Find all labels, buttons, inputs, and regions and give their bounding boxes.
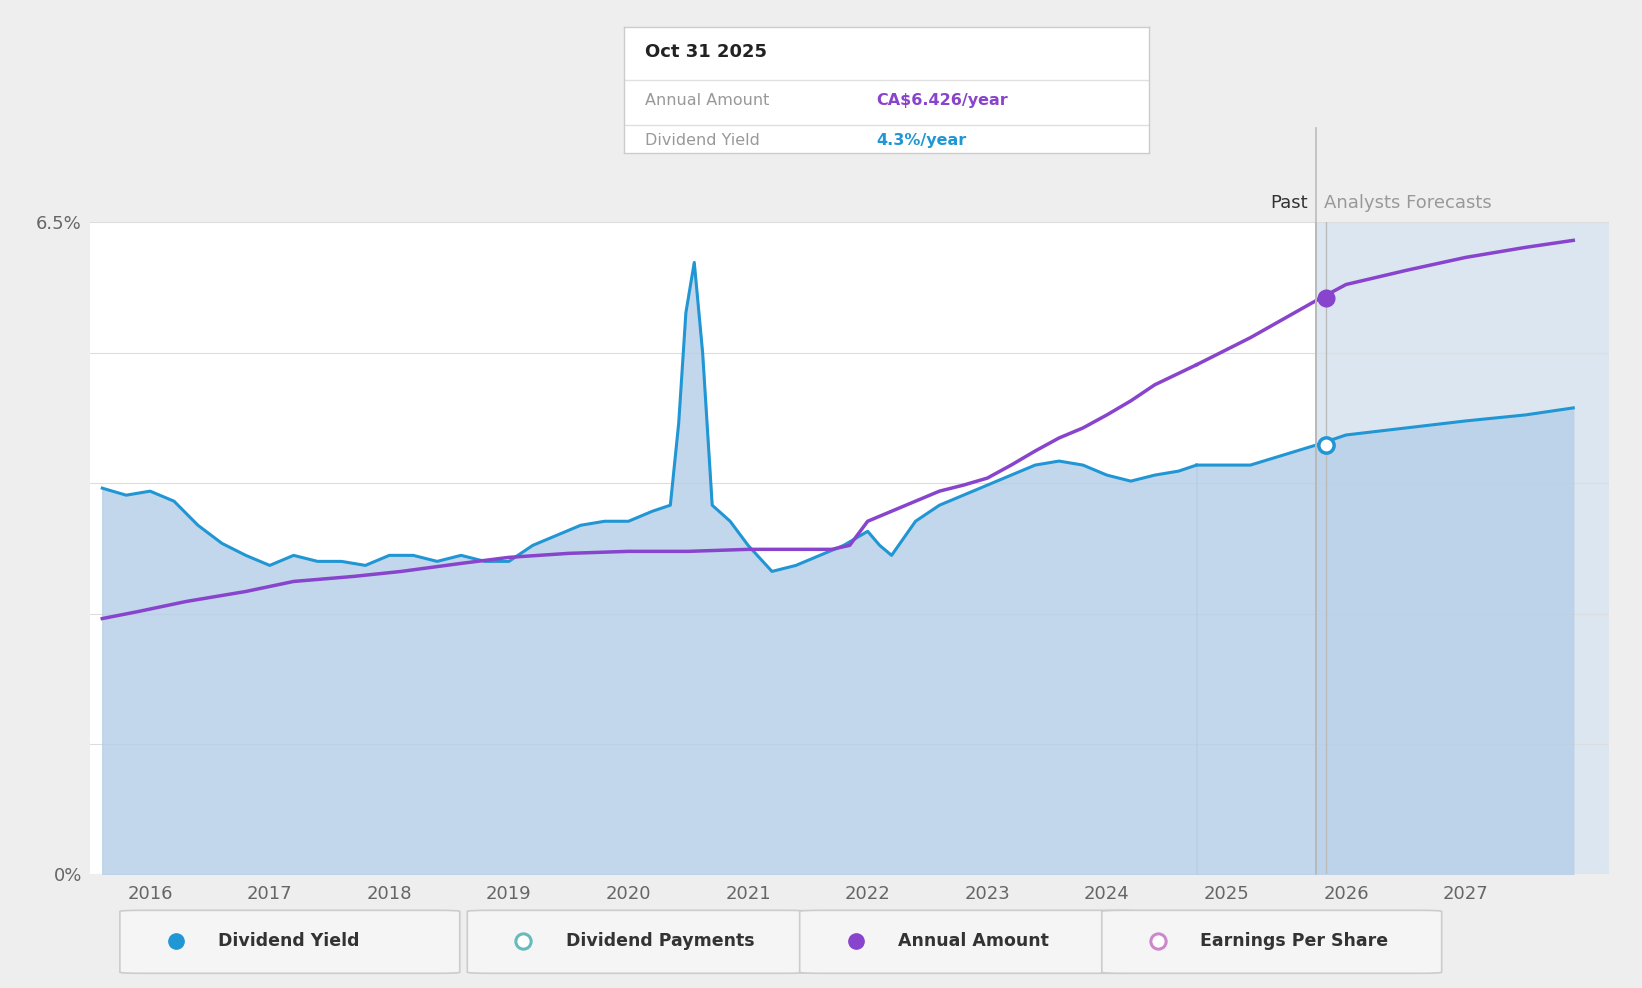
Text: Annual Amount: Annual Amount xyxy=(645,93,770,108)
Text: Dividend Yield: Dividend Yield xyxy=(645,133,760,148)
Bar xyxy=(1317,222,1609,874)
FancyBboxPatch shape xyxy=(468,910,808,973)
Text: Dividend Yield: Dividend Yield xyxy=(218,932,360,950)
FancyBboxPatch shape xyxy=(120,910,460,973)
Text: Earnings Per Share: Earnings Per Share xyxy=(1200,932,1387,950)
Text: Past: Past xyxy=(1271,194,1309,211)
Text: 4.3%/year: 4.3%/year xyxy=(877,133,967,148)
Text: Annual Amount: Annual Amount xyxy=(898,932,1049,950)
FancyBboxPatch shape xyxy=(800,910,1140,973)
Text: Oct 31 2025: Oct 31 2025 xyxy=(645,42,767,61)
Text: CA$6.426/year: CA$6.426/year xyxy=(877,93,1008,108)
Text: Analysts Forecasts: Analysts Forecasts xyxy=(1325,194,1493,211)
FancyBboxPatch shape xyxy=(1102,910,1442,973)
Text: Dividend Payments: Dividend Payments xyxy=(565,932,754,950)
